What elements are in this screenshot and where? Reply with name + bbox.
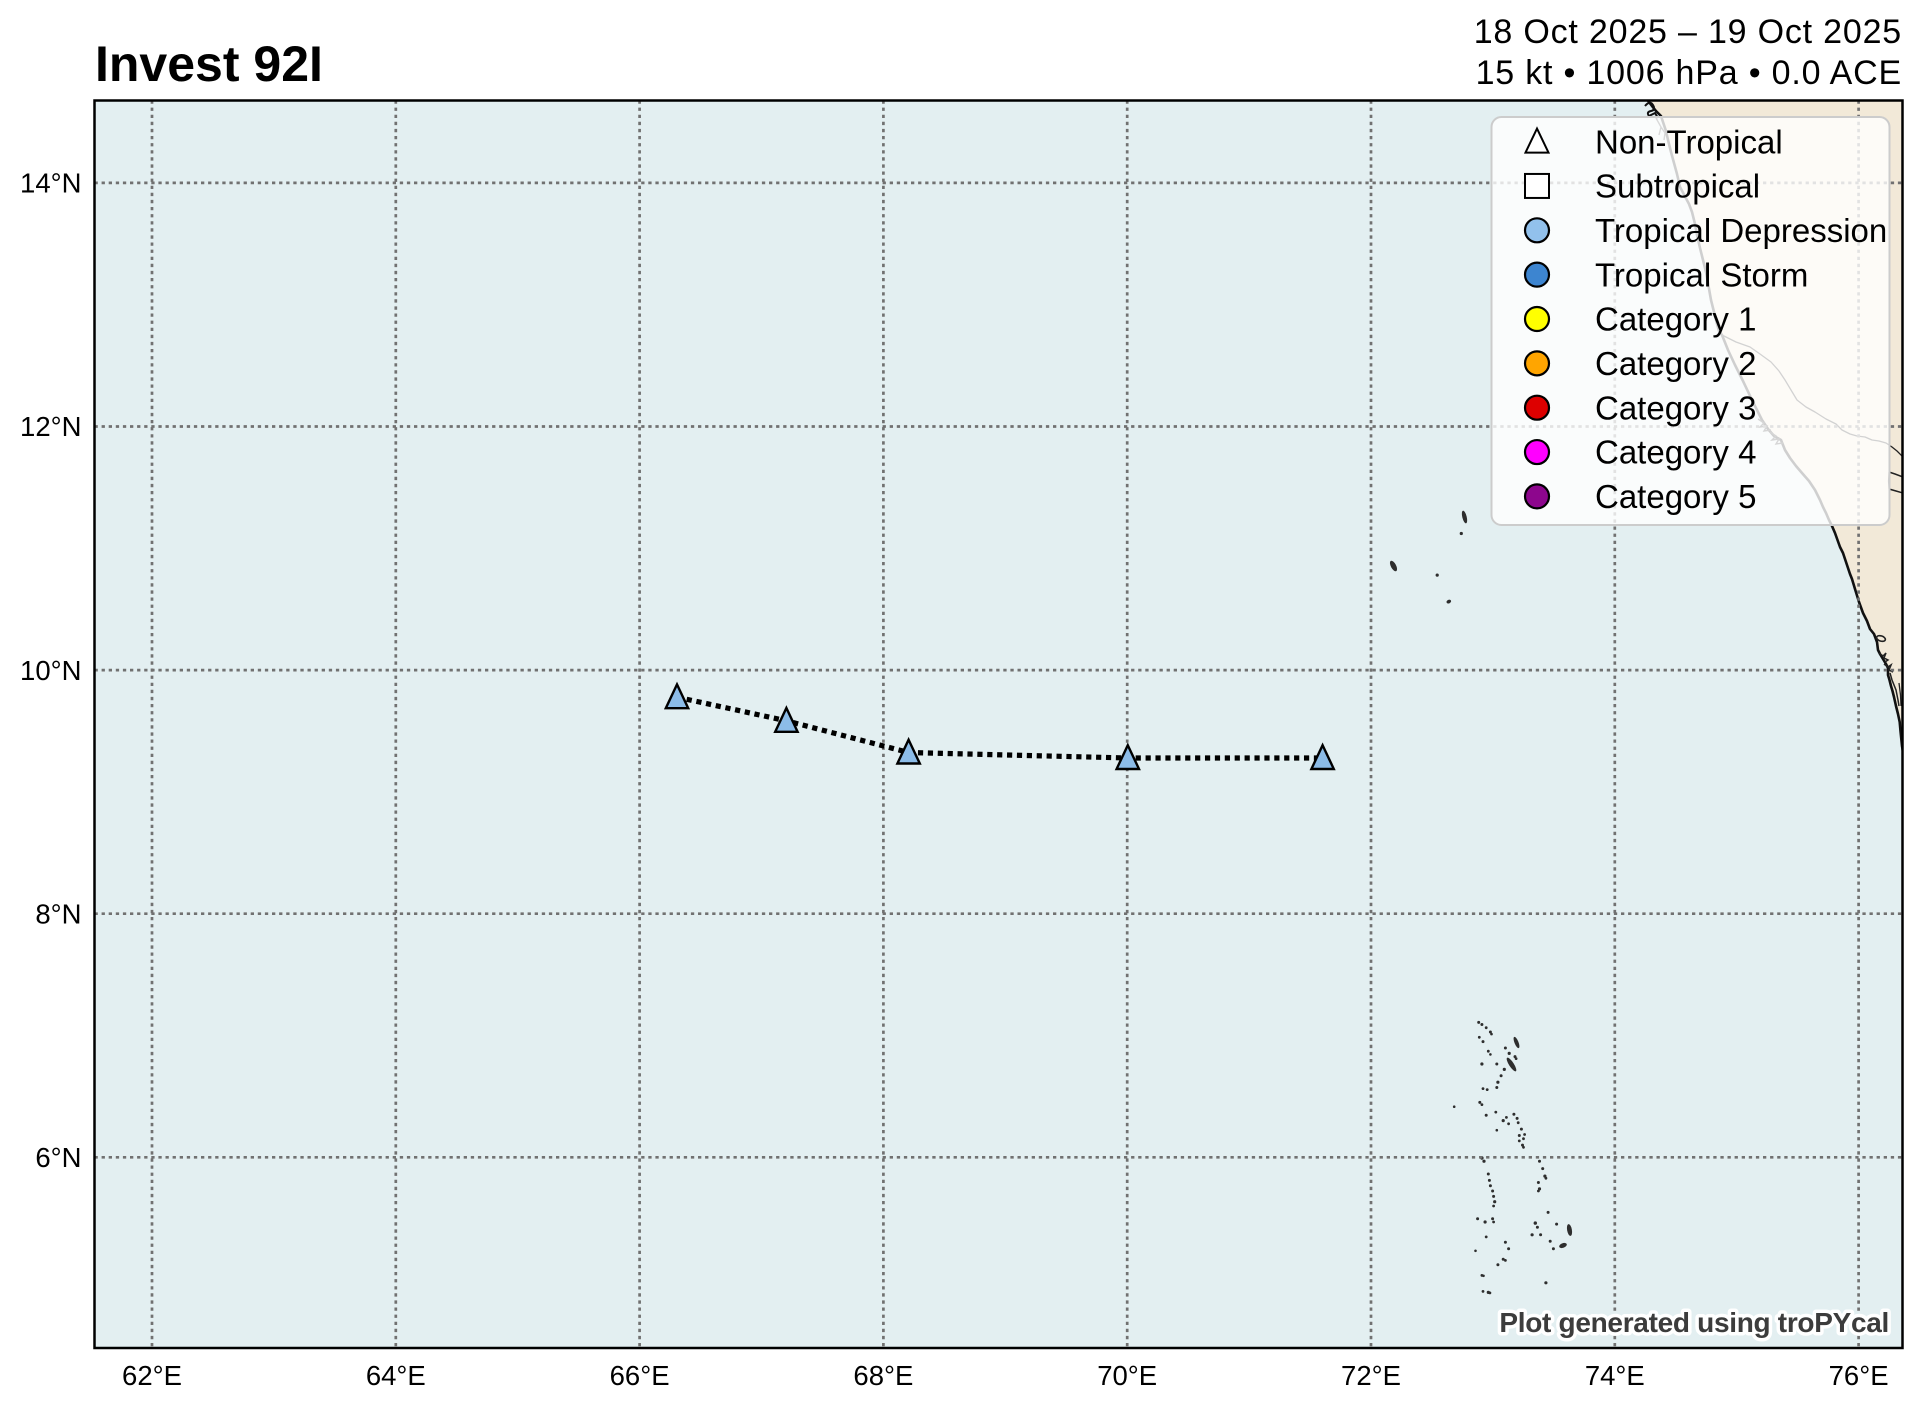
svg-text:Category 4: Category 4 xyxy=(1595,434,1756,471)
svg-text:6°N: 6°N xyxy=(35,1142,81,1173)
svg-text:68°E: 68°E xyxy=(853,1360,913,1391)
svg-text:Category 1: Category 1 xyxy=(1595,301,1756,338)
svg-text:62°E: 62°E xyxy=(122,1360,182,1391)
svg-text:Subtropical: Subtropical xyxy=(1595,168,1760,205)
svg-text:8°N: 8°N xyxy=(35,898,81,929)
svg-text:Category 3: Category 3 xyxy=(1595,389,1756,426)
svg-text:72°E: 72°E xyxy=(1341,1360,1401,1391)
svg-text:12°N: 12°N xyxy=(20,411,81,442)
svg-text:Tropical Depression: Tropical Depression xyxy=(1595,212,1887,249)
svg-text:64°E: 64°E xyxy=(366,1360,426,1391)
svg-text:70°E: 70°E xyxy=(1097,1360,1157,1391)
svg-text:Category 2: Category 2 xyxy=(1595,345,1756,382)
svg-text:Category 5: Category 5 xyxy=(1595,478,1756,515)
svg-text:74°E: 74°E xyxy=(1585,1360,1645,1391)
svg-text:66°E: 66°E xyxy=(610,1360,670,1391)
svg-text:Invest 92I: Invest 92I xyxy=(95,36,323,92)
svg-text:14°N: 14°N xyxy=(20,168,81,199)
svg-text:Plot generated using troPYcal: Plot generated using troPYcal xyxy=(1499,1307,1889,1338)
svg-text:76°E: 76°E xyxy=(1829,1360,1889,1391)
svg-text:15 kt • 1006 hPa • 0.0 ACE: 15 kt • 1006 hPa • 0.0 ACE xyxy=(1476,54,1902,92)
svg-text:Tropical Storm: Tropical Storm xyxy=(1595,256,1808,293)
svg-text:Non-Tropical: Non-Tropical xyxy=(1595,123,1783,160)
svg-text:10°N: 10°N xyxy=(20,655,81,686)
svg-text:18 Oct 2025 – 19 Oct 2025: 18 Oct 2025 – 19 Oct 2025 xyxy=(1474,13,1902,51)
